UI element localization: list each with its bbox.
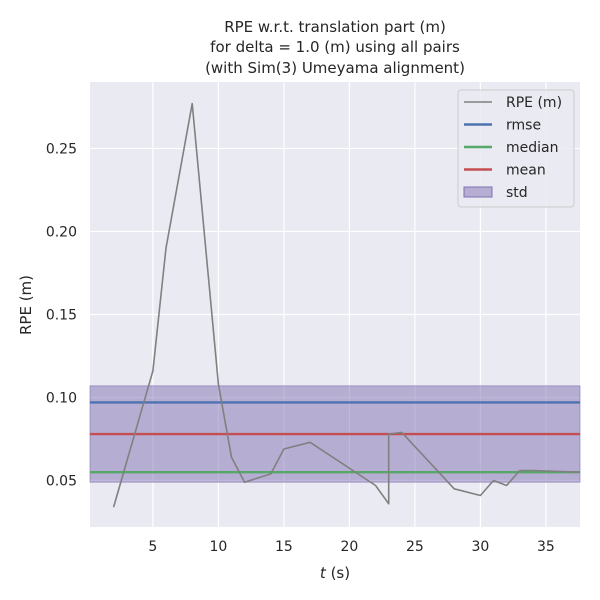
x-axis-label-unit: (s)	[326, 564, 350, 582]
x-tick-labels: 5 10 15 20 25 30 35	[148, 539, 554, 555]
y-tick-label: 0.05	[46, 474, 77, 490]
legend-label: median	[506, 140, 558, 156]
x-tick-label: 35	[537, 539, 555, 555]
chart-title: RPE w.r.t. translation part (m) for delt…	[205, 18, 465, 77]
reference-lines-layer	[90, 401, 580, 474]
x-tick-label: 15	[275, 539, 293, 555]
x-axis-label: t (s)	[320, 564, 350, 582]
y-tick-label: 0.20	[46, 224, 77, 240]
y-axis-label: RPE (m)	[17, 275, 35, 335]
x-tick-label: 30	[472, 539, 490, 555]
x-axis-label-var: t	[320, 564, 327, 582]
legend-label: mean	[506, 163, 546, 179]
y-tick-label: 0.15	[46, 307, 77, 323]
y-tick-labels: 0.05 0.10 0.15 0.20 0.25	[46, 141, 77, 489]
legend-label: RPE (m)	[506, 95, 562, 111]
rpe-series-line	[112, 102, 581, 508]
y-tick-label: 0.25	[46, 141, 77, 157]
chart-title-line-2: for delta = 1.0 (m) using all pairs	[210, 38, 460, 56]
legend-swatch	[463, 186, 493, 198]
series-layer	[112, 102, 581, 508]
chart-title-line-1: RPE w.r.t. translation part (m)	[224, 18, 446, 36]
x-tick-label: 20	[340, 539, 358, 555]
x-tick-label: 25	[406, 539, 424, 555]
x-tick-label: 5	[148, 539, 157, 555]
legend: RPE (m) rmse median mean std	[457, 89, 575, 208]
legend-label: std	[506, 185, 528, 201]
legend-label: rmse	[506, 118, 541, 134]
legend-box	[457, 89, 575, 208]
x-tick-label: 10	[209, 539, 227, 555]
y-tick-label: 0.10	[46, 390, 77, 406]
chart-title-line-3: (with Sim(3) Umeyama alignment)	[205, 59, 465, 77]
